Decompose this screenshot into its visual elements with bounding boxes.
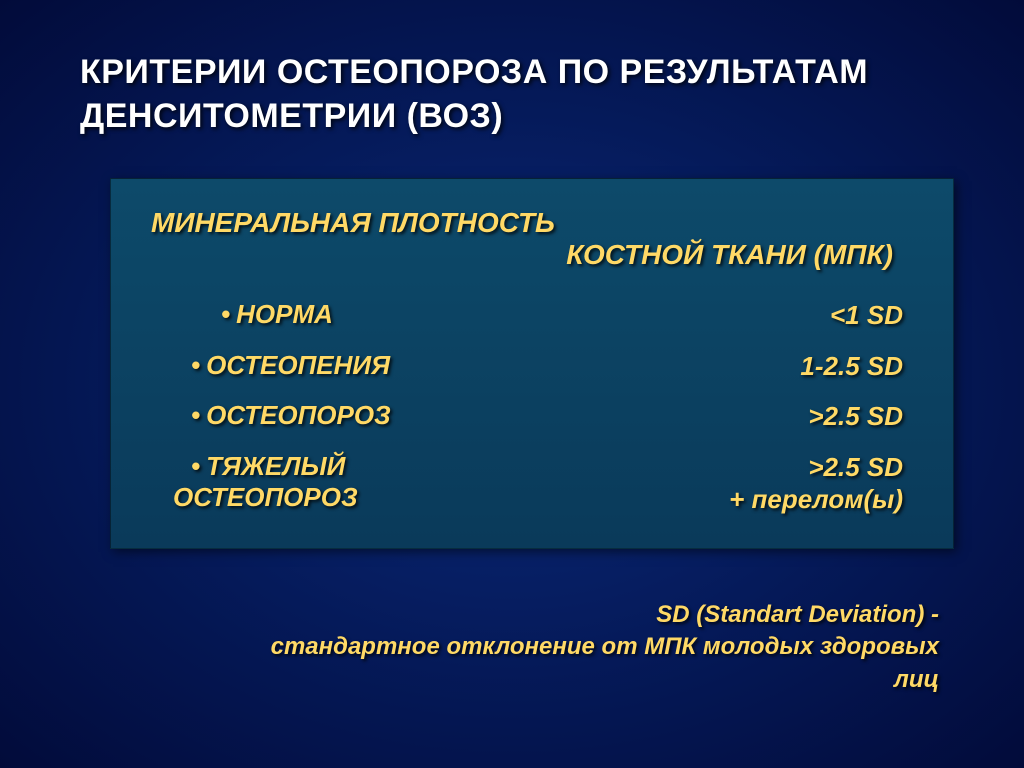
row-label-text: ТЯЖЕЛЫЙ [206,451,345,481]
bullet-icon: • [221,299,230,329]
panel-header-line2: КОСТНОЙ ТКАНИ (МПК) [151,239,913,271]
table-row: •НОРМА <1 SD [151,299,913,332]
row-label: •ТЯЖЕЛЫЙ ОСТЕОПОРОЗ [191,451,358,513]
row-value: >2.5 SD [808,400,903,433]
footnote-line1: SD (Standart Deviation) - [656,601,939,628]
row-label: •ОСТЕОПЕНИЯ [191,350,390,381]
panel-header: МИНЕРАЛЬНАЯ ПЛОТНОСТЬ КОСТНОЙ ТКАНИ (МПК… [151,207,913,271]
slide-title: КРИТЕРИИ ОСТЕОПОРОЗА ПО РЕЗУЛЬТАТАМ ДЕНС… [80,50,964,138]
table-row: •ОСТЕОПЕНИЯ 1-2.5 SD [151,350,913,383]
panel-header-line1: МИНЕРАЛЬНАЯ ПЛОТНОСТЬ [151,207,913,239]
footnote-line3: лиц [894,666,939,693]
row-value: <1 SD [830,299,903,332]
slide-container: КРИТЕРИИ ОСТЕОПОРОЗА ПО РЕЗУЛЬТАТАМ ДЕНС… [0,0,1024,768]
footnote-line2: стандартное отклонение от МПК молодых зд… [271,633,939,660]
row-label-text: НОРМА [236,299,333,329]
row-label-text-2: ОСТЕОПОРОЗ [173,482,358,513]
bullet-icon: • [191,350,200,380]
row-value-line1: >2.5 SD [808,452,903,482]
table-row: •ТЯЖЕЛЫЙ ОСТЕОПОРОЗ >2.5 SD + перелом(ы) [151,451,913,516]
table-row: •ОСТЕОПОРОЗ >2.5 SD [151,400,913,433]
footnote: SD (Standart Deviation) - стандартное от… [80,599,964,696]
bullet-icon: • [191,400,200,430]
row-label-text: ОСТЕОПОРОЗ [206,400,391,430]
content-panel: МИНЕРАЛЬНАЯ ПЛОТНОСТЬ КОСТНОЙ ТКАНИ (МПК… [110,178,954,549]
row-label-text: ОСТЕОПЕНИЯ [206,350,390,380]
row-value-line2: + перелом(ы) [729,484,903,514]
row-value: 1-2.5 SD [800,350,903,383]
row-label: •НОРМА [221,299,333,330]
bullet-icon: • [191,451,200,481]
row-value: >2.5 SD + перелом(ы) [729,451,903,516]
row-label: •ОСТЕОПОРОЗ [191,400,391,431]
